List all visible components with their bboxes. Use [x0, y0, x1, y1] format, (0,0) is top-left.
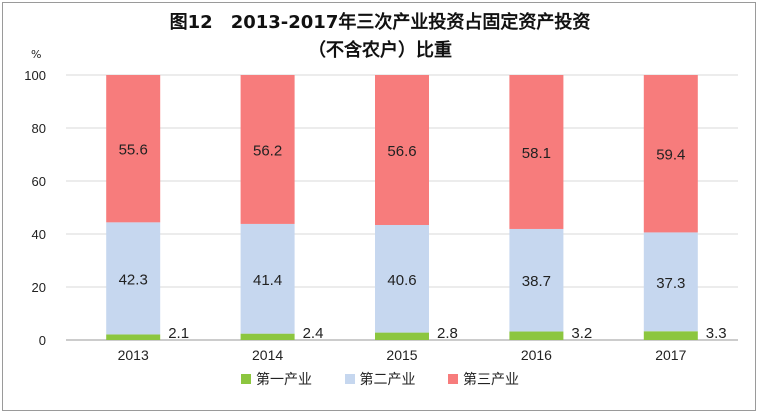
legend-item-secondary: 第二产业	[344, 369, 416, 389]
data-label-2016-series-0: 3.2	[571, 325, 592, 342]
data-label-2017-series-0: 3.3	[706, 325, 727, 342]
y-tick-label-20: 20	[32, 280, 46, 295]
x-tick-label-2015: 2015	[386, 347, 417, 363]
data-label-2013-series-2: 55.6	[119, 142, 148, 159]
bar-2014-series-1	[240, 223, 295, 334]
data-label-2016-series-2: 58.1	[522, 145, 551, 162]
data-label-2014-series-1: 41.4	[253, 272, 282, 289]
bar-2017-series-0	[643, 331, 698, 340]
data-label-2013-series-0: 2.1	[168, 325, 189, 342]
bar-2016-series-0	[509, 331, 564, 340]
y-axis-unit: %	[31, 48, 42, 61]
data-label-2014-series-0: 2.4	[303, 325, 324, 342]
y-tick-label-100: 100	[24, 68, 46, 83]
x-tick-label-2014: 2014	[252, 347, 283, 363]
legend-label-secondary: 第二产业	[359, 372, 416, 388]
chart-subtitle: （不含农户）比重	[308, 40, 452, 61]
data-label-2015-series-2: 56.6	[387, 143, 416, 160]
data-label-2016-series-1: 38.7	[522, 273, 551, 290]
data-label-2013-series-1: 42.3	[119, 271, 148, 288]
data-label-2017-series-1: 37.3	[656, 275, 685, 292]
bar-2015-series-0	[375, 332, 429, 340]
legend-swatch-secondary	[344, 374, 355, 384]
y-tick-label-80: 80	[32, 121, 46, 136]
legend-item-primary: 第一产业	[241, 369, 312, 389]
y-tick-label-60: 60	[32, 174, 46, 189]
legend-swatch-tertiary	[447, 374, 458, 384]
x-tick-label-2013: 2013	[118, 347, 149, 363]
y-tick-label-40: 40	[32, 227, 46, 242]
x-tick-label-2016: 2016	[521, 347, 552, 363]
bar-2014-series-0	[240, 333, 295, 340]
bar-2014-series-2	[240, 75, 295, 224]
bar-2017-series-1	[643, 232, 698, 332]
bar-2017-series-2	[643, 75, 698, 233]
bar-2013-series-2	[106, 75, 161, 223]
bar-2016-series-2	[509, 75, 564, 229]
bar-2016-series-1	[509, 228, 564, 332]
bar-2013-series-1	[106, 222, 161, 335]
chart-title: 图12 2013-2017年三次产业投资占固定资产投资	[169, 12, 591, 33]
legend: 第一产业 第二产业 第三产业	[0, 369, 760, 389]
legend-item-tertiary: 第三产业	[447, 369, 519, 389]
x-tick-label-2017: 2017	[655, 347, 686, 363]
legend-label-primary: 第一产业	[256, 372, 313, 388]
data-label-2014-series-2: 56.2	[253, 142, 282, 159]
data-label-2015-series-1: 40.6	[387, 272, 416, 289]
data-label-2015-series-0: 2.8	[437, 325, 458, 342]
bar-2015-series-2	[375, 75, 429, 225]
legend-label-tertiary: 第三产业	[462, 372, 519, 388]
legend-swatch-primary	[241, 374, 252, 384]
y-tick-label-0: 0	[39, 333, 46, 348]
data-label-2017-series-2: 59.4	[656, 147, 685, 164]
bar-2015-series-1	[375, 224, 429, 333]
bar-2013-series-0	[106, 334, 161, 340]
